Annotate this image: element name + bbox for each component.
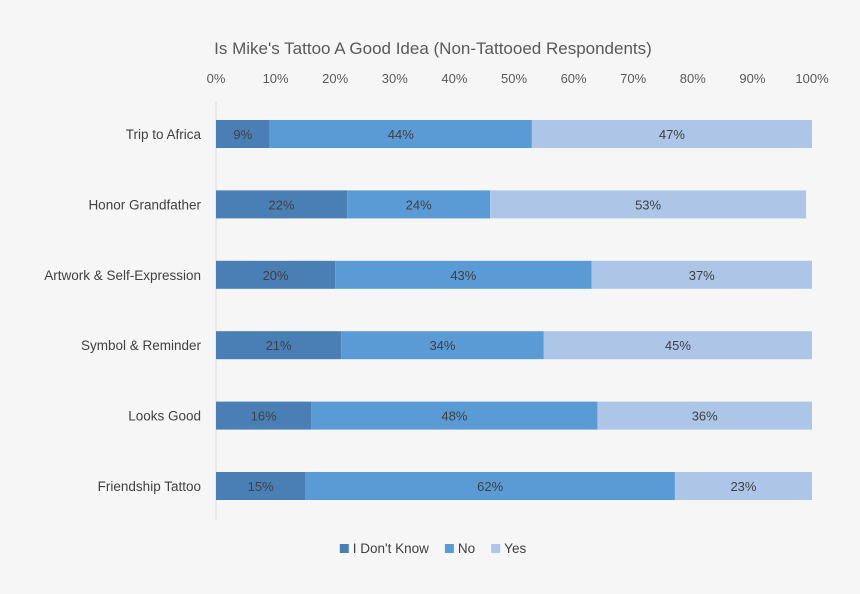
data-label: 37% <box>689 268 715 283</box>
bar-segment <box>674 472 812 500</box>
data-label: 20% <box>263 268 289 283</box>
x-tick-label: 50% <box>501 71 527 86</box>
legend-swatch <box>339 544 349 553</box>
bar-segment <box>543 331 812 360</box>
category-label: Artwork & Self-Expression <box>44 268 201 283</box>
legend-swatch <box>444 544 454 553</box>
category-label: Trip to Africa <box>126 127 202 142</box>
x-tick-label: 90% <box>739 71 765 86</box>
category-label: Symbol & Reminder <box>81 338 202 353</box>
data-label: 62% <box>477 479 503 494</box>
data-label: 48% <box>441 409 467 424</box>
bar-segment <box>311 401 598 430</box>
bar-segment <box>347 190 491 219</box>
data-label: 9% <box>233 127 252 142</box>
legend-item: I Don't Know <box>339 541 429 556</box>
x-tick-label: 10% <box>263 71 289 86</box>
bar-segment <box>216 260 336 289</box>
x-axis-ticks: 0% 10% 20% 30% 40% 50% 60% 70% 80% 90% 100% <box>207 71 829 86</box>
data-label: 24% <box>406 197 432 212</box>
bar-segment <box>216 190 348 219</box>
bar-segment <box>216 472 306 500</box>
bar-segment <box>216 401 312 430</box>
bar-segment <box>341 331 544 360</box>
data-label: 44% <box>388 127 414 142</box>
legend-item: Yes <box>491 541 526 556</box>
data-label: 36% <box>692 409 718 424</box>
data-label: 47% <box>659 127 685 142</box>
legend-label: Yes <box>504 541 526 556</box>
category-label: Honor Grandfather <box>88 197 201 212</box>
bars: 9% 44% 47% 22% 24% 53% 20% 43% 37% 21% 34% 45% 16% 48… <box>216 120 812 500</box>
data-label: 34% <box>429 338 455 353</box>
category-label: Friendship Tattoo <box>98 479 201 494</box>
chart-title: Is Mike's Tattoo A Good Idea (Non-Tattoo… <box>214 39 652 58</box>
x-tick-label: 40% <box>441 71 467 86</box>
legend-item: No <box>444 541 475 556</box>
data-label: 15% <box>248 479 274 494</box>
bar-segment <box>335 260 592 289</box>
data-label: 22% <box>269 197 295 212</box>
legend-swatch <box>491 544 501 553</box>
legend-label: I Don't Know <box>353 541 429 556</box>
bar-segment <box>216 331 342 360</box>
x-tick-label: 100% <box>795 71 829 86</box>
data-label: 21% <box>266 338 292 353</box>
bar-segment <box>216 120 270 148</box>
category-label: Looks Good <box>128 409 201 424</box>
x-tick-label: 70% <box>620 71 646 86</box>
data-label: 23% <box>730 479 756 494</box>
x-tick-label: 20% <box>322 71 348 86</box>
bar-segment <box>490 190 807 219</box>
bar-segment <box>597 401 812 430</box>
x-tick-label: 0% <box>207 71 226 86</box>
x-tick-label: 80% <box>680 71 706 86</box>
data-label: 45% <box>665 338 691 353</box>
bar-segment <box>305 472 675 500</box>
bar-segment <box>531 120 812 148</box>
category-labels: Trip to Africa Honor Grandfather Artwork &… <box>44 127 201 494</box>
legend-label: No <box>458 541 475 556</box>
legend: I Don't Know No Yes <box>339 541 526 556</box>
data-label: 53% <box>635 197 661 212</box>
bar-segment <box>269 120 532 148</box>
data-label: 16% <box>251 409 277 424</box>
x-tick-label: 60% <box>561 71 587 86</box>
x-tick-label: 30% <box>382 71 408 86</box>
data-label: 43% <box>450 268 476 283</box>
bar-segment <box>591 260 812 289</box>
